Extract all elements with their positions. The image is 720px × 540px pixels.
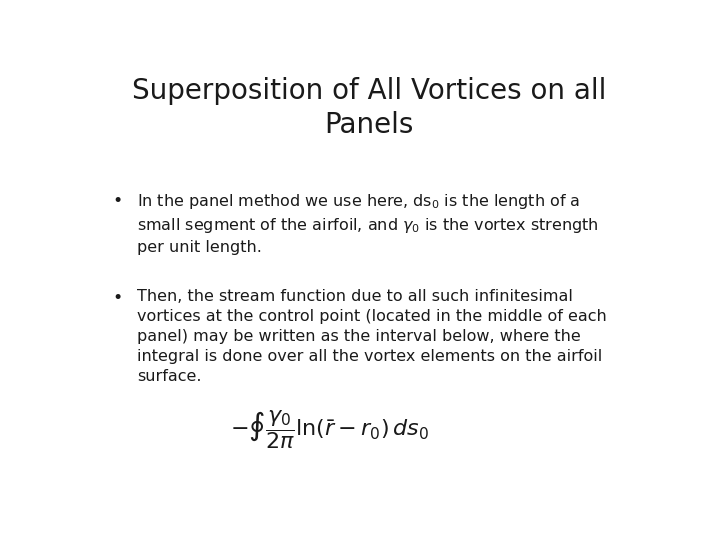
Text: Superposition of All Vortices on all
Panels: Superposition of All Vortices on all Pan… <box>132 77 606 139</box>
Text: $-\oint \dfrac{\gamma_0}{2\pi} \ln(\bar{r} - r_0)\,ds_0$: $-\oint \dfrac{\gamma_0}{2\pi} \ln(\bar{… <box>230 408 430 451</box>
Text: •: • <box>112 289 122 307</box>
Text: •: • <box>112 192 122 210</box>
Text: Then, the stream function due to all such infinitesimal
vortices at the control : Then, the stream function due to all suc… <box>138 289 607 383</box>
Text: In the panel method we use here, $\mathrm{ds_0}$ is the length of a
small segmen: In the panel method we use here, $\mathr… <box>138 192 599 255</box>
